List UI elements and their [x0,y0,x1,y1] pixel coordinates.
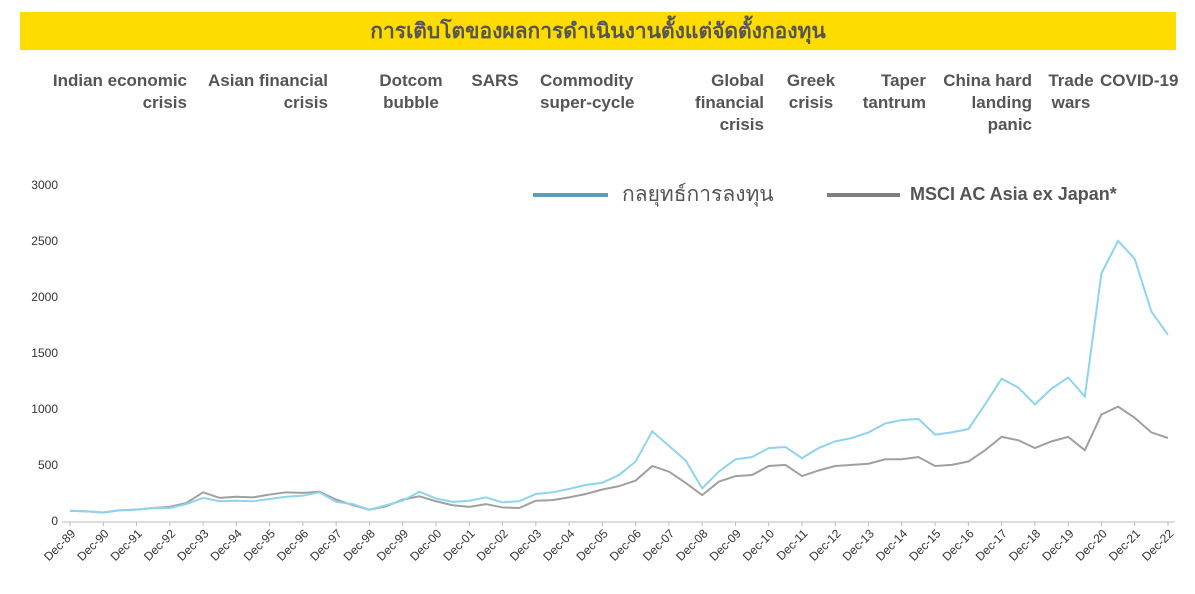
x-tick-label: Dec-17 [973,526,1010,563]
x-tick-label: Dec-89 [41,526,78,563]
x-tick-label: Dec-04 [540,526,577,563]
x-tick-label: Dec-16 [939,526,976,563]
x-tick-label: Dec-09 [707,526,744,563]
legend-label: กลยุทธ์การลงทุน [622,182,774,207]
x-tick-label: Dec-05 [573,526,610,563]
x-tick-label: Dec-10 [740,526,777,563]
x-tick-label: Dec-18 [1006,526,1043,563]
x-tick-label: Dec-22 [1139,526,1176,563]
x-tick-label: Dec-20 [1073,526,1110,563]
x-tick-label: Dec-12 [806,526,843,563]
x-tick-label: Dec-07 [640,526,677,563]
x-tick-label: Dec-14 [873,526,910,563]
event-annotation: Global financial crisis [695,71,764,134]
event-annotation: Commodity super-cycle [540,71,635,112]
x-tick-label: Dec-92 [141,526,178,563]
x-tick-label: Dec-01 [440,526,477,563]
x-tick-label: Dec-97 [307,526,344,563]
x-tick-label: Dec-19 [1039,526,1076,563]
x-tick-label: Dec-13 [840,526,877,563]
event-annotation: Dotcom bubble [379,71,443,112]
y-tick-label: 500 [38,458,58,472]
y-tick-label: 2500 [31,234,58,248]
x-tick-label: Dec-91 [108,526,145,563]
x-tick-label: Dec-94 [207,526,244,563]
y-tick-label: 0 [51,514,58,528]
x-tick-label: Dec-11 [774,526,811,563]
x-tick-label: Dec-98 [341,526,378,563]
series-line [69,405,1169,514]
event-annotation: Taper tantrum [862,71,926,112]
x-tick-label: Dec-95 [241,526,278,563]
legend-label: MSCI AC Asia ex Japan* [910,184,1117,204]
y-tick-label: 1500 [31,346,58,360]
y-tick-label: 2000 [31,290,58,304]
x-tick-label: Dec-90 [74,526,111,563]
y-tick-label: 3000 [31,178,58,192]
x-tick-label: Dec-99 [374,526,411,563]
x-tick-label: Dec-02 [474,526,511,563]
event-annotation: COVID-19 [1100,71,1179,90]
series-line [69,239,1169,514]
x-tick-label: Dec-00 [407,526,444,563]
event-annotation: Asian financial crisis [208,71,328,112]
x-tick-label: Dec-15 [906,526,943,563]
x-tick-label: Dec-03 [507,526,544,563]
chart-title: การเติบโตของผลการดำเนินงานตั้งแต่จัดตั้ง… [20,12,1176,50]
x-tick-label: Dec-21 [1106,526,1143,563]
x-tick-label: Dec-08 [673,526,710,563]
x-tick-label: Dec-93 [174,526,211,563]
event-annotation: Indian economic crisis [52,71,187,112]
event-annotation: SARS [471,71,519,90]
x-tick-label: Dec-06 [607,526,644,563]
event-annotation: Trade wars [1048,71,1094,112]
y-tick-label: 1000 [31,402,58,416]
event-annotation: China hard landing panic [943,71,1032,134]
event-annotation: Greek crisis [786,71,836,112]
x-tick-label: Dec-96 [274,526,311,563]
